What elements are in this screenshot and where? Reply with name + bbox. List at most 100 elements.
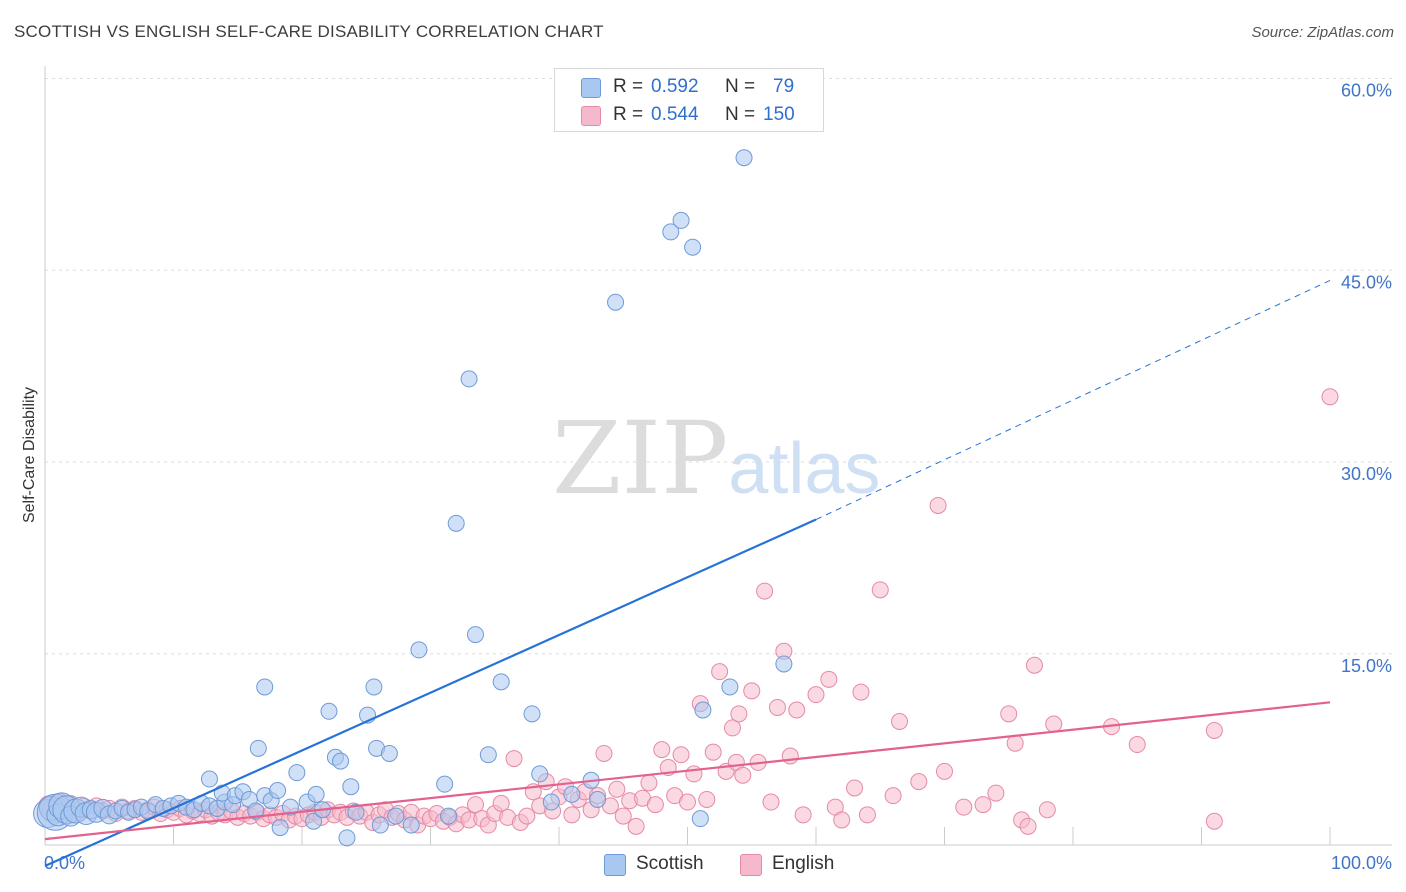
scottish-point — [281, 798, 299, 816]
english-point — [929, 496, 947, 514]
english-point — [627, 817, 645, 835]
english-point — [704, 743, 722, 761]
scottish-point — [607, 293, 625, 311]
tick-labels: 15.0% 30.0% 45.0% 60.0% 0.0% 100.0% — [44, 81, 1392, 874]
scottish-point — [380, 744, 398, 762]
scottish-point — [460, 370, 478, 388]
scottish-point — [684, 238, 702, 256]
english-point — [1321, 388, 1339, 406]
scottish-point — [288, 764, 306, 782]
english-point — [1019, 817, 1037, 835]
english-point — [756, 582, 774, 600]
scottish-point — [466, 626, 484, 644]
english-point — [987, 784, 1005, 802]
scottish-point — [402, 816, 420, 834]
english-r-value: 0.544 — [651, 104, 699, 125]
scottish-points — [33, 149, 793, 847]
english-point — [672, 746, 690, 764]
scottish-trend-extension — [815, 280, 1331, 520]
watermark-atlas: atlas — [728, 429, 881, 509]
english-point — [852, 683, 870, 701]
scottish-swatch — [581, 78, 601, 98]
scottish-point — [269, 782, 287, 800]
scottish-point — [332, 752, 350, 770]
scottish-point — [410, 641, 428, 659]
english-point — [1000, 705, 1018, 723]
english-point — [884, 787, 902, 805]
x-tick-label-max: 100.0% — [1331, 853, 1392, 873]
english-point — [788, 701, 806, 719]
scottish-point — [271, 819, 289, 837]
english-point — [1038, 801, 1056, 819]
english-point — [679, 793, 696, 811]
scottish-point — [365, 678, 383, 696]
english-point — [1045, 715, 1063, 733]
scottish-point — [447, 514, 465, 532]
english-point — [595, 744, 613, 762]
english-point — [614, 807, 632, 825]
english-point — [762, 793, 780, 811]
english-point — [1006, 734, 1024, 752]
scottish-point — [775, 655, 793, 673]
scottish-point — [479, 746, 497, 764]
r-label: R = — [613, 76, 644, 97]
scottish-point — [436, 775, 454, 793]
english-point — [466, 796, 484, 814]
scottish-point — [721, 678, 739, 696]
english-point — [1205, 721, 1223, 739]
scottish-point — [307, 785, 325, 803]
english-point — [781, 747, 799, 765]
y-tick-label: 30.0% — [1341, 464, 1392, 484]
english-point — [492, 794, 510, 812]
chart-title: SCOTTISH VS ENGLISH SELF-CARE DISABILITY… — [14, 22, 604, 41]
scottish-point — [305, 812, 323, 830]
english-point — [820, 670, 838, 688]
scottish-point — [662, 223, 680, 241]
scottish-n-value: 79 — [773, 76, 795, 97]
english-point — [685, 765, 703, 783]
english-point — [743, 682, 761, 700]
x-tick-label-min: 0.0% — [44, 853, 85, 873]
watermark: ZIPatlas — [552, 400, 880, 517]
english-point — [955, 798, 973, 816]
r-label: R = — [613, 104, 644, 125]
english-point — [518, 807, 536, 825]
english-point — [936, 762, 953, 780]
english-point — [858, 806, 876, 824]
english-point — [734, 766, 752, 784]
english-point — [711, 663, 729, 681]
y-tick-label: 45.0% — [1341, 272, 1392, 292]
scottish-point — [320, 702, 338, 720]
scottish-trend-line — [44, 518, 817, 867]
scottish-point — [492, 673, 510, 691]
english-point — [563, 806, 581, 824]
scottish-point — [563, 785, 581, 803]
english-point — [768, 698, 786, 716]
trend-lines — [44, 280, 1331, 867]
english-point — [1025, 656, 1043, 674]
stats-legend: R = 0.592 N = 79 R = 0.544 N = 150 — [554, 68, 824, 132]
y-tick-label: 15.0% — [1341, 656, 1392, 676]
english-point — [723, 719, 741, 737]
scottish-point — [247, 802, 265, 820]
scottish-point — [342, 778, 360, 796]
legend-row-scottish: R = 0.592 N = 79 — [555, 73, 823, 101]
english-point — [1128, 736, 1146, 754]
source-credit: Source: ZipAtlas.com — [1251, 24, 1394, 41]
english-swatch — [581, 106, 601, 126]
scottish-point — [371, 816, 389, 834]
english-trend-line — [44, 701, 1331, 841]
english-point — [794, 806, 812, 824]
scottish-point — [347, 803, 365, 821]
english-point — [910, 773, 928, 791]
english-points — [38, 388, 1339, 835]
english-point — [698, 790, 716, 808]
scottish-point — [589, 790, 607, 808]
axes — [44, 66, 1392, 846]
scottish-point — [542, 793, 560, 811]
y-tick-label: 60.0% — [1341, 81, 1392, 101]
english-point — [505, 750, 523, 768]
grid-lines — [45, 78, 1392, 655]
english-point — [653, 741, 671, 759]
